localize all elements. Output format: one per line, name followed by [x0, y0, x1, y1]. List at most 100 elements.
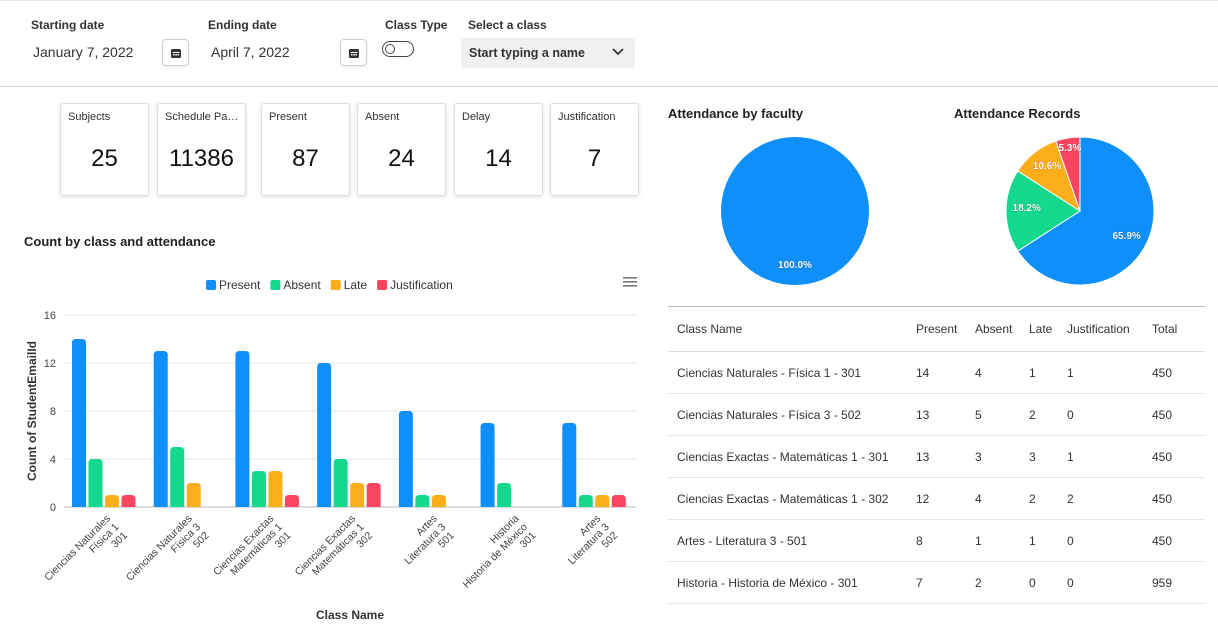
table-row[interactable]: Ciencias Naturales - Física 1 - 301 14 4 1 1… — [668, 352, 1205, 394]
bar-late[interactable] — [268, 471, 283, 507]
pie-slice-label: 5.3% — [1059, 143, 1082, 154]
faculty-pie-chart: 100.0% — [721, 137, 869, 285]
bar-chart-title: Count by class and attendance — [24, 234, 216, 249]
legend-item[interactable]: Justification — [390, 278, 453, 292]
header-absent[interactable]: Absent — [975, 322, 1013, 336]
cell-justification: 0 — [1067, 533, 1074, 548]
bar-late[interactable] — [186, 483, 201, 507]
bar-late[interactable] — [431, 495, 446, 507]
kpi-value: 11386 — [169, 145, 234, 172]
cell-absent: 5 — [975, 407, 982, 422]
cell-total: 450 — [1152, 365, 1173, 380]
cell-class-name: Ciencias Naturales - Física 3 - 502 — [677, 407, 862, 422]
table-body: Ciencias Naturales - Física 1 - 301 14 4 1 1… — [668, 352, 1205, 604]
bar-late[interactable] — [350, 483, 365, 507]
class-type-toggle[interactable] — [382, 41, 414, 57]
legend-swatch — [330, 280, 341, 290]
hamburger-menu-icon[interactable] — [623, 277, 637, 287]
cell-total: 450 — [1152, 449, 1173, 464]
bar-absent[interactable] — [497, 483, 512, 507]
legend-swatch — [270, 280, 281, 290]
table-row[interactable]: Historia - Historia de México - 301 7 2 0 0 9… — [668, 562, 1205, 604]
kpi-title: Absent — [365, 111, 400, 123]
table-row[interactable]: Artes - Literatura 3 - 501 8 1 1 0 450 — [668, 520, 1205, 562]
cell-present: 13 — [916, 449, 930, 464]
bar-absent[interactable] — [88, 459, 103, 507]
end-date-value[interactable]: April 7, 2022 — [211, 44, 290, 60]
pie-slice[interactable] — [1055, 136, 1081, 212]
bar-absent[interactable] — [251, 471, 266, 507]
legend-item[interactable]: Present — [219, 278, 261, 292]
bar-justification[interactable] — [366, 483, 381, 507]
start-date-calendar-button[interactable] — [162, 39, 189, 66]
table-row[interactable]: Ciencias Exactas - Matemáticas 1 - 302 12… — [668, 478, 1205, 520]
toggle-knob — [385, 44, 395, 54]
bar-justification[interactable] — [284, 495, 299, 507]
start-date-value[interactable]: January 7, 2022 — [33, 44, 134, 60]
kpi-title: Subjects — [68, 111, 111, 123]
bar-present[interactable] — [235, 351, 250, 507]
cell-class-name: Artes - Literatura 3 - 501 — [677, 533, 808, 548]
pie-slice[interactable] — [721, 137, 869, 285]
class-type-label: Class Type — [385, 18, 448, 32]
cell-late: 1 — [1029, 365, 1036, 380]
header-present[interactable]: Present — [916, 322, 958, 336]
pie-slice[interactable] — [1005, 170, 1081, 252]
header-class-name[interactable]: Class Name — [677, 322, 743, 336]
legend-item[interactable]: Absent — [283, 278, 321, 292]
kpi-title: Justification — [558, 111, 616, 123]
legend-swatch — [206, 280, 216, 290]
records-pie-title: Attendance Records — [954, 106, 1081, 121]
kpi-card-absent: Absent 24 — [357, 103, 446, 196]
pie-slice-label: 10.6% — [1033, 161, 1061, 172]
header-justification[interactable]: Justification — [1067, 322, 1130, 336]
faculty-pie-title: Attendance by faculty — [668, 106, 804, 121]
bar-chart: Present Absent Late Justification 0 4 8 12 16 Cou… — [25, 277, 637, 622]
kpi-card-subjects: Subjects 25 — [60, 103, 149, 196]
chart-legend: Present Absent Late Justification — [206, 278, 453, 292]
header-total[interactable]: Total — [1152, 322, 1178, 336]
bar-absent[interactable] — [170, 447, 185, 507]
bar-late[interactable] — [105, 495, 119, 507]
bar-present[interactable] — [398, 411, 413, 507]
calendar-icon — [348, 48, 359, 58]
bar-present[interactable] — [153, 351, 168, 507]
class-select[interactable]: Start typing a name — [461, 38, 635, 68]
legend-item[interactable]: Late — [344, 278, 368, 292]
table-row[interactable]: Ciencias Naturales - Física 3 - 502 13 5 2 0… — [668, 394, 1205, 436]
table-row[interactable]: Ciencias Exactas - Matemáticas 1 - 301 13… — [668, 436, 1205, 478]
bar-absent[interactable] — [578, 495, 593, 507]
kpi-title: Present — [269, 111, 307, 123]
y-axis-label: Count of StudentEmailId — [25, 341, 39, 481]
calendar-icon — [170, 48, 181, 58]
kpi-value: 7 — [587, 145, 602, 172]
kpi-value: 87 — [292, 145, 319, 172]
bar-absent[interactable] — [333, 459, 348, 507]
end-date-calendar-button[interactable] — [340, 39, 367, 66]
cell-present: 8 — [916, 533, 923, 548]
header-late[interactable]: Late — [1029, 322, 1053, 336]
pie-slice-label: 100.0% — [778, 260, 812, 271]
bar-present[interactable] — [72, 339, 86, 507]
bar-absent[interactable] — [415, 495, 430, 507]
cell-total: 450 — [1152, 533, 1173, 548]
kpi-card-present: Present 87 — [261, 103, 350, 196]
bar-late[interactable] — [595, 495, 610, 507]
kpi-card-schedule-passed: Schedule Passed 11386 — [157, 103, 246, 196]
cell-absent: 4 — [975, 491, 982, 506]
records-pie-chart: 65.9% 18.2% 10.6% 5.3% — [1005, 136, 1155, 286]
bar-justification[interactable] — [121, 495, 136, 507]
bar-present[interactable] — [562, 423, 577, 507]
y-tick-label: 16 — [44, 310, 56, 322]
class-select-placeholder: Start typing a name — [469, 46, 585, 60]
bar-justification[interactable] — [611, 495, 626, 507]
pie-slice[interactable] — [1017, 136, 1155, 286]
cell-present: 7 — [916, 575, 923, 590]
start-date-label: Starting date — [31, 18, 105, 32]
bar-present[interactable] — [480, 423, 495, 507]
bar-present[interactable] — [317, 363, 332, 507]
